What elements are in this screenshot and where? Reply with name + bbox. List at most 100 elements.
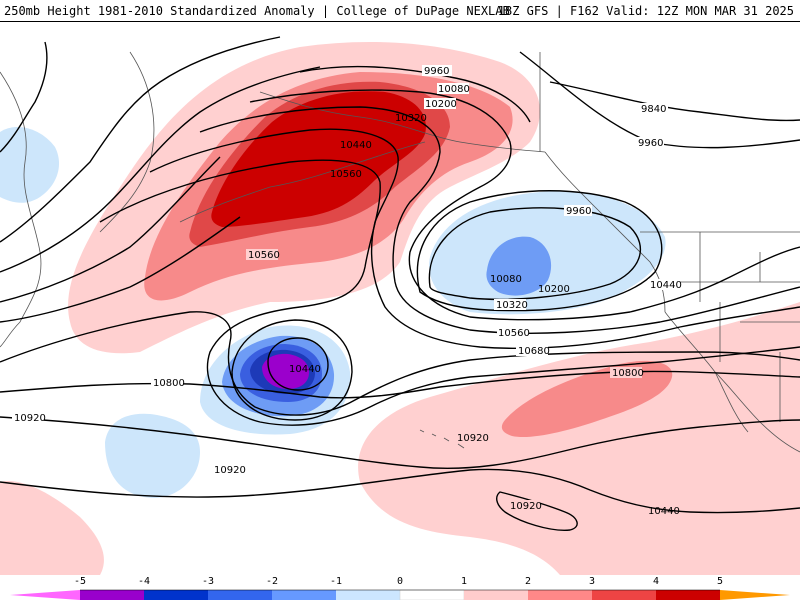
label-bg — [640, 103, 668, 114]
map-header: 250mb Height 1981-2010 Standardized Anom… — [0, 0, 800, 22]
contour-west-3 — [0, 156, 221, 303]
colorbar-arrow-right — [720, 590, 790, 600]
label-bg — [636, 137, 664, 148]
label-bg — [424, 98, 456, 109]
contour-label-10560-b: 10560 — [498, 328, 530, 339]
colorbar-segment-0 — [399, 589, 465, 601]
contour-9960-low — [428, 207, 641, 301]
pos-anomaly-4 — [211, 91, 426, 227]
contour-9960-east — [519, 51, 800, 149]
neg-anomaly-east-2 — [486, 236, 552, 296]
pos-anomaly-south-3 — [630, 492, 800, 575]
contour-10200 — [249, 89, 800, 321]
colorbar-tick-p5: 5 — [716, 576, 724, 587]
colorbar-arrow-left — [10, 590, 80, 600]
contour-10920-loop — [496, 491, 578, 531]
contour-10920 — [0, 416, 800, 470]
kamchatka-coastline — [99, 51, 155, 233]
colorbar-tick-m5: -5 — [73, 576, 87, 587]
label-bg — [508, 500, 540, 511]
coastlines — [0, 51, 800, 453]
label-bg — [246, 249, 278, 260]
pos-anomaly-south-2 — [0, 481, 104, 575]
colorbar-segment-m5 — [80, 590, 144, 600]
label-bg — [455, 432, 487, 443]
contour-far-west — [0, 41, 48, 153]
aleutians-coastline — [179, 141, 426, 223]
colorbar-tick-p2: 2 — [524, 576, 532, 587]
colorbar-svg — [10, 589, 790, 601]
contour-10440-low — [267, 337, 329, 391]
colorbar: -5 -4 -3 -2 -1 0 1 2 3 4 5 — [0, 575, 800, 601]
colorbar-segment-m4 — [144, 590, 208, 600]
contour-label-9960-c: 9960 — [566, 206, 591, 217]
contour-10560-north — [99, 159, 800, 426]
label-bg — [497, 327, 529, 338]
colorbar-segment-p4 — [656, 590, 720, 600]
colorbar-segment-p2 — [528, 590, 592, 600]
label-bg — [151, 377, 183, 388]
colorbar-tick-m4: -4 — [137, 576, 151, 587]
contour-label-10560-c: 10560 — [248, 250, 280, 261]
colorbar-tick-p3: 3 — [588, 576, 596, 587]
colorbar-segment-p3 — [592, 590, 656, 600]
contour-label-10440-b: 10440 — [650, 280, 682, 291]
map-title: 250mb Height 1981-2010 Standardized Anom… — [4, 4, 510, 18]
label-bg — [494, 299, 526, 310]
contour-west-2 — [0, 66, 321, 273]
contour-labels: 9960 10080 10200 10320 10440 10560 9840 … — [12, 65, 682, 517]
contour-label-9960-b: 9960 — [638, 138, 663, 149]
label-bg — [564, 205, 592, 216]
contour-label-9840: 9840 — [641, 104, 666, 115]
contour-label-9960-a: 9960 — [424, 66, 449, 77]
contour-label-10440-a: 10440 — [340, 140, 372, 151]
province-borders — [640, 231, 800, 422]
colorbar-tick-m1: -1 — [329, 576, 343, 587]
contour-label-10920-e: 10440 — [648, 506, 680, 517]
height-contours — [0, 36, 800, 531]
alaska-coastline — [259, 91, 546, 153]
neg-anomaly-west — [105, 413, 200, 498]
label-bg — [516, 345, 548, 356]
label-bg — [212, 464, 244, 475]
contour-label-10200-a: 10200 — [425, 99, 457, 110]
colorbar-tick-m3: -3 — [201, 576, 215, 587]
contour-label-10080-a: 10080 — [438, 84, 470, 95]
contour-label-10920-a: 10920 — [14, 413, 46, 424]
label-bg — [610, 367, 642, 378]
neg-anomaly-nw — [0, 127, 60, 203]
contour-label-10920-c: 10920 — [214, 465, 246, 476]
contour-label-10320-b: 10320 — [496, 300, 528, 311]
label-bg — [437, 83, 469, 94]
baja-coastline — [714, 371, 749, 433]
contour-label-10680: 10680 — [518, 346, 550, 357]
colorbar-segment-m2 — [272, 590, 336, 600]
hawaii-islands — [419, 429, 465, 449]
contour-label-10920-d: 10920 — [510, 501, 542, 512]
contour-10560-low — [231, 319, 353, 421]
asia-coastline — [0, 71, 42, 348]
contour-label-10080-b: 10080 — [490, 274, 522, 285]
contour-label-10800-a: 10800 — [153, 378, 185, 389]
map-svg: 9960 10080 10200 10320 10440 10560 9840 … — [0, 36, 800, 575]
contour-label-10560-a: 10560 — [330, 169, 362, 180]
label-bg — [648, 279, 680, 290]
anomaly-map: 9960 10080 10200 10320 10440 10560 9840 … — [0, 22, 800, 575]
contour-label-10800-b: 10800 — [612, 368, 644, 379]
contour-10440-north — [149, 128, 800, 349]
contour-10080-low — [416, 190, 663, 312]
contour-label-10200-b: 10200 — [538, 284, 570, 295]
label-bg — [12, 412, 44, 423]
contour-label-10320-a: 10320 — [395, 113, 427, 124]
pos-anomaly-south-1 — [358, 302, 800, 575]
valid-time: 18Z GFS | F162 Valid: 12Z MON MAR 31 202… — [497, 4, 794, 18]
contour-10680 — [0, 311, 800, 416]
colorbar-tick-m2: -2 — [265, 576, 279, 587]
contour-9840 — [549, 81, 800, 122]
colorbar-tick-p1: 1 — [460, 576, 468, 587]
positive-anomaly-north — [68, 42, 540, 354]
pos-anomaly-south-4 — [501, 360, 673, 438]
contour-10920-south — [0, 468, 800, 514]
contour-label-10920-b: 10920 — [457, 433, 489, 444]
label-bg — [422, 65, 452, 76]
